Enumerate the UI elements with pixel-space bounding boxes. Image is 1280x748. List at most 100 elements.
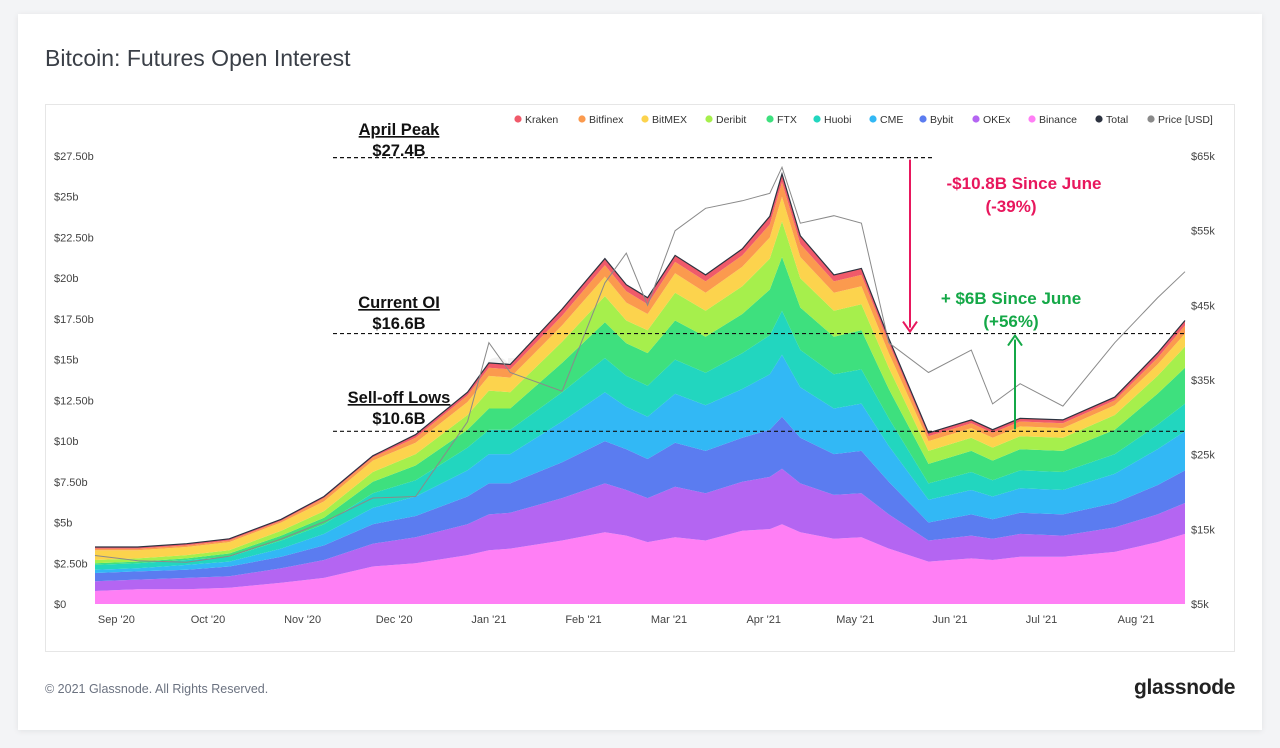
x-axis: Sep '20 Oct '20 Nov '20 Dec '20 Jan '21 Feb '… (98, 614, 1155, 626)
area-cme (95, 354, 1185, 573)
legend-label: Bybit (930, 114, 953, 126)
legend[interactable]: Kraken Bitfinex BitMEX Deribit FTX Huobi CME By… (514, 114, 1213, 126)
legend-item-cme[interactable]: CME (869, 114, 903, 126)
legend-label: FTX (777, 114, 797, 126)
current-oi-label: Current OI (358, 294, 440, 312)
decline-arrow-head (902, 320, 918, 334)
total-line (95, 171, 1186, 548)
y-tick-label: $20b (54, 273, 78, 285)
legend-label: CME (880, 114, 903, 126)
y-tick-label: $27.50b (54, 151, 94, 163)
april-peak-value: $27.4B (372, 142, 425, 160)
y-axis-left: $0 $2.50b $5b $7.50b $10b $12.50b $15b $17.50b $… (54, 151, 94, 611)
stacked-areas (95, 171, 1186, 604)
legend-item-deribit[interactable]: Deribit (705, 114, 746, 126)
legend-swatch (766, 115, 774, 123)
y-tick-label: $7.50b (54, 477, 88, 489)
legend-label: Total (1106, 114, 1128, 126)
legend-swatch (514, 115, 522, 123)
x-tick-label: Mar '21 (651, 614, 687, 626)
y2-tick-label: $5k (1191, 599, 1209, 611)
area-okex (95, 468, 1185, 591)
legend-label: Kraken (525, 114, 558, 126)
y-tick-label: $0 (54, 599, 66, 611)
y2-tick-label: $65k (1191, 151, 1215, 163)
legend-swatch (705, 115, 713, 123)
area-bybit (95, 416, 1185, 582)
legend-item-bitfinex[interactable]: Bitfinex (578, 114, 624, 126)
y2-tick-label: $35k (1191, 375, 1215, 387)
y-tick-label: $22.50b (54, 233, 94, 245)
x-tick-label: Nov '20 (284, 614, 321, 626)
legend-item-total[interactable]: Total (1095, 114, 1128, 126)
x-tick-label: Jan '21 (471, 614, 506, 626)
annotations: April Peak $27.4B Current OI $16.6B Sell-off… (333, 121, 1186, 432)
selloff-lows-label: Sell-off Lows (348, 389, 451, 407)
area-bitmex (95, 196, 1185, 560)
current-oi-value: $16.6B (372, 315, 425, 333)
y2-tick-label: $25k (1191, 450, 1215, 462)
rise-text: + $6B Since June (941, 289, 1081, 308)
legend-swatch (578, 115, 586, 123)
legend-swatch (919, 115, 927, 123)
legend-item-ftx[interactable]: FTX (766, 114, 797, 126)
x-tick-label: May '21 (836, 614, 874, 626)
decline-percent: (-39%) (985, 197, 1036, 216)
legend-label: OKEx (983, 114, 1011, 126)
area-binance (95, 524, 1185, 604)
legend-label: BitMEX (652, 114, 687, 126)
y-tick-label: $17.50b (54, 314, 94, 326)
y-tick-label: $2.50b (54, 558, 88, 570)
x-tick-label: Oct '20 (191, 614, 226, 626)
area-huobi (95, 310, 1185, 570)
legend-swatch (869, 115, 877, 123)
april-peak-label: April Peak (359, 121, 441, 139)
x-tick-label: Jul '21 (1026, 614, 1057, 626)
legend-label: Bitfinex (589, 114, 624, 126)
legend-item-bitmex[interactable]: BitMEX (641, 114, 687, 126)
y2-tick-label: $45k (1191, 300, 1215, 312)
x-tick-label: Sep '20 (98, 614, 135, 626)
legend-swatch (1095, 115, 1103, 123)
y-tick-label: $15b (54, 355, 78, 367)
legend-swatch (1147, 115, 1155, 123)
decline-text: -$10.8B Since June (947, 174, 1102, 193)
legend-swatch (1028, 115, 1036, 123)
area-deribit (95, 221, 1185, 564)
legend-label: Price [USD] (1158, 114, 1213, 126)
footer-copyright: © 2021 Glassnode. All Rights Reserved. (45, 682, 269, 696)
y-tick-label: $12.50b (54, 395, 94, 407)
plot-frame (45, 104, 1235, 652)
y2-tick-label: $55k (1191, 226, 1215, 238)
x-tick-label: Aug '21 (1118, 614, 1155, 626)
price-line (94, 165, 1186, 563)
selloff-lows-value: $10.6B (372, 410, 425, 428)
rise-arrow-head (1007, 333, 1023, 347)
legend-item-huobi[interactable]: Huobi (813, 114, 851, 126)
x-tick-label: Feb '21 (565, 614, 601, 626)
y-tick-label: $25b (54, 192, 78, 204)
legend-item-price-usd-[interactable]: Price [USD] (1147, 114, 1213, 126)
y-axis-right: $5k $15k $25k $35k $45k $55k $65k (1191, 151, 1215, 611)
legend-swatch (813, 115, 821, 123)
legend-item-kraken[interactable]: Kraken (514, 114, 558, 126)
area-ftx (95, 257, 1185, 565)
legend-swatch (972, 115, 980, 123)
x-tick-label: Jun '21 (932, 614, 967, 626)
brand-logo[interactable]: glassnode (1134, 676, 1236, 699)
rise-percent: (+56%) (983, 312, 1038, 331)
y-tick-label: $10b (54, 436, 78, 448)
y-tick-label: $5b (54, 518, 72, 530)
x-tick-label: Apr '21 (746, 614, 781, 626)
y2-tick-label: $15k (1191, 524, 1215, 536)
legend-label: Binance (1039, 114, 1077, 126)
legend-item-binance[interactable]: Binance (1028, 114, 1077, 126)
chart-title: Bitcoin: Futures Open Interest (45, 45, 351, 71)
legend-swatch (641, 115, 649, 123)
legend-label: Deribit (716, 114, 746, 126)
x-tick-label: Dec '20 (376, 614, 413, 626)
legend-item-okex[interactable]: OKEx (972, 114, 1011, 126)
legend-item-bybit[interactable]: Bybit (919, 114, 953, 126)
price-line-layer (94, 165, 1186, 563)
